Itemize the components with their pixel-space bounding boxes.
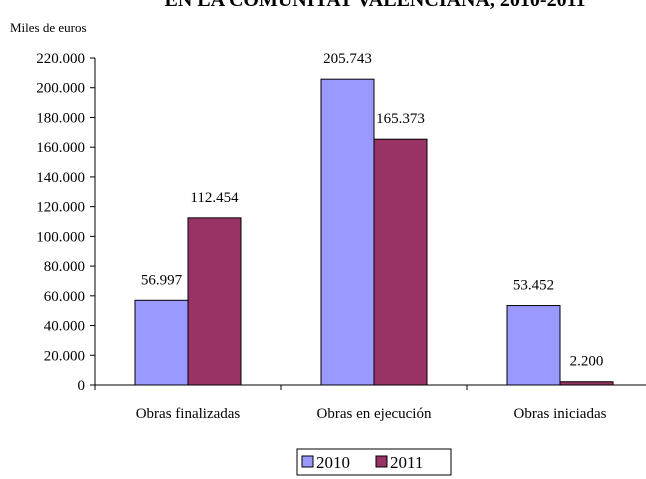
- data-label: 205.743: [323, 51, 372, 67]
- y-tick-label: 80.000: [44, 259, 85, 275]
- legend: 2010 2011: [296, 448, 452, 476]
- y-tick-label: 60.000: [44, 289, 85, 305]
- y-tick-label: 220.000: [36, 51, 85, 67]
- x-tick-label: Obras iniciadas: [514, 406, 607, 422]
- bar: [373, 138, 428, 386]
- legend-swatch: [375, 455, 388, 468]
- y-tick-label: 160.000: [36, 140, 85, 156]
- bar: [187, 217, 242, 386]
- y-axis-label: Miles de euros: [10, 20, 87, 35]
- y-tick-label: 180.000: [36, 110, 85, 126]
- chart-title: EN LA COMUNITAT VALENCIANA, 2010-2011: [165, 0, 586, 11]
- legend-box: [296, 448, 452, 476]
- data-label: 56.997: [141, 272, 183, 288]
- bar: [320, 78, 375, 386]
- y-tick-label: 0: [78, 378, 86, 394]
- data-label: 112.454: [190, 190, 239, 206]
- y-tick-label: 120.000: [36, 200, 85, 216]
- y-tick-label: 140.000: [36, 170, 85, 186]
- bar: [134, 299, 189, 386]
- plot-area: 0 20.000 40.000 60.000 80.000 100.000 120.000 1…: [36, 51, 646, 422]
- legend-swatch: [301, 455, 314, 468]
- y-tick-label: 20.000: [44, 348, 85, 364]
- y-tick-label: 200.000: [36, 81, 85, 97]
- bar: [506, 305, 561, 386]
- x-tick-label: Obras finalizadas: [136, 406, 241, 422]
- data-label: 2.200: [570, 354, 604, 370]
- y-tick-label: 100.000: [36, 229, 85, 245]
- legend-label: 2011: [390, 453, 423, 472]
- legend-label: 2010: [316, 453, 350, 472]
- x-tick-label: Obras en ejecución: [317, 406, 432, 422]
- y-tick-label: 40.000: [44, 319, 85, 335]
- data-label: 165.373: [376, 111, 425, 127]
- data-label: 53.452: [513, 278, 554, 294]
- bar: [559, 381, 614, 386]
